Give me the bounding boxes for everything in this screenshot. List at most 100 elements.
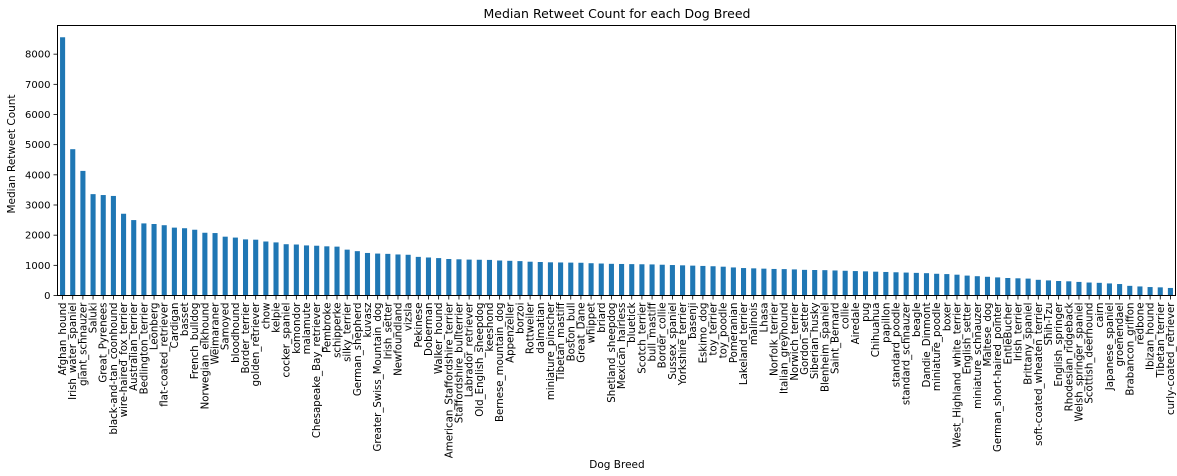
x-tick-label: Saluki — [89, 303, 100, 334]
bar-standard_schnauzer — [903, 272, 909, 296]
bar-silky_terrier — [344, 249, 350, 296]
x-tick-label: Pomeranian — [729, 303, 740, 364]
x-tick-label: Dandie_Dinmont — [922, 303, 933, 388]
y-axis: 0 1000 2000 3000 4000 5000 6000 7000 8000 — [25, 50, 58, 302]
bar-curly-coated_retriever — [1167, 287, 1173, 296]
x-tick-label: Shetland_sheepdog — [607, 303, 618, 403]
x-tick-label: Border_terrier — [241, 302, 252, 374]
x-tick-label: Labrador_retriever — [465, 302, 476, 398]
y-tick-label: 4000 — [25, 170, 50, 181]
x-tick-label: Pekinese — [414, 303, 425, 348]
x-tick-label: basset — [180, 303, 191, 337]
bar-Tibetan_terrier — [1157, 287, 1163, 296]
bar-soft-coated_wheaten_terrier — [1035, 279, 1041, 296]
bar-vizsla — [405, 254, 411, 296]
x-tick-label: Tibetan_terrier — [1156, 302, 1167, 379]
x-tick-label: Irish_water_spaniel — [68, 303, 79, 400]
x-tick-label: Pembroke — [322, 303, 333, 353]
x-tick-label: miniature_schnauzer — [973, 302, 984, 409]
x-tick-label: Rhodesian_ridgeback — [1064, 302, 1075, 411]
bar-Brittany_spaniel — [1025, 278, 1031, 296]
x-tick-label: Walker_hound — [434, 303, 445, 375]
x-tick-label: Scotch_terrier — [637, 302, 648, 374]
bar-Greater_Swiss_Mountain_dog — [375, 253, 381, 296]
x-tick-label: Old_English_sheepdog — [475, 303, 486, 417]
x-tick-label: Japanese_spaniel — [1105, 303, 1116, 392]
x-tick-label: English_springer — [1054, 302, 1065, 387]
y-tick-label: 7000 — [25, 80, 50, 91]
x-tick-label: Great_Dane — [576, 303, 587, 363]
bar-Irish_water_spaniel — [70, 149, 76, 296]
bar-keeshond — [486, 259, 492, 296]
bar-toy_terrier — [710, 266, 716, 296]
x-tick-label: groenendael — [1115, 303, 1126, 367]
bar-Norfolk_terrier — [771, 268, 777, 296]
bar-basenji — [690, 265, 696, 296]
y-tick-label: 1000 — [25, 261, 50, 272]
bar-komondor — [293, 244, 299, 296]
bar-Chihuahua — [873, 271, 879, 296]
x-tick-label: golden_retriever — [251, 302, 262, 387]
chart-title: Median Retweet Count for each Dog Breed — [484, 6, 751, 21]
bar-golden_retriever — [253, 239, 259, 296]
x-tick-label: Border_collie — [658, 303, 669, 369]
bar-Doberman — [425, 257, 432, 296]
x-tick-label: German_short-haired_pointer — [993, 302, 1004, 452]
bar-Siberian_husky — [812, 270, 818, 296]
bar-Border_terrier — [242, 239, 249, 296]
x-tick-label: black-and-tan_coonhound — [109, 303, 120, 435]
bar-bull_mastiff — [649, 264, 655, 296]
bar-Scotch_terrier — [639, 264, 645, 296]
bar-kelpie — [273, 242, 279, 296]
x-tick-label: briard — [597, 303, 608, 333]
bar-West_Highland_white_terrier — [954, 274, 960, 296]
x-tick-label: kuvasz — [363, 303, 374, 338]
bar-German_shepherd — [354, 251, 360, 296]
bar-kuvasz — [364, 252, 371, 296]
x-tick-label: English_setter — [963, 302, 974, 375]
x-tick-label: Italian_greyhound — [780, 303, 791, 395]
bar-dalmatian — [537, 262, 543, 296]
bar-Lhasa — [761, 268, 767, 296]
bar-Yorkshire_terrier — [680, 265, 686, 296]
bar-Irish_terrier — [1015, 278, 1021, 296]
x-tick-label: kelpie — [272, 303, 283, 333]
x-axis-label: Dog Breed — [589, 459, 644, 471]
x-tick-label: Appenzeller — [505, 302, 516, 363]
bar-Italian_greyhound — [781, 269, 787, 296]
x-tick-label: Brittany_spaniel — [1024, 303, 1035, 385]
x-tick-label: dalmatian — [536, 303, 547, 354]
x-tick-label: Maltese_dog — [983, 303, 994, 367]
bar-Rottweiler — [527, 261, 533, 296]
x-tick-label: Gordon_setter — [800, 302, 811, 375]
x-tick-label: cocker_spaniel — [282, 303, 293, 378]
x-tick-label: standard_schnauzer — [902, 302, 913, 405]
x-tick-label: Scottish_deerhound — [1085, 303, 1096, 404]
x-tick-label: Weimaraner — [211, 302, 222, 365]
x-tick-label: chow — [261, 303, 272, 330]
x-tick-label: Sussex_spaniel — [668, 303, 679, 380]
bar-briard — [598, 263, 604, 296]
x-tick-label: Great_Pyrenees — [99, 303, 110, 383]
bar-Appenzeller — [507, 260, 513, 296]
x-tick-label: toy_poodle — [719, 303, 730, 359]
x-tick-label: curly-coated_retriever — [1166, 302, 1177, 415]
bar-Border_collie — [659, 264, 665, 296]
bar-groenendael — [1117, 284, 1123, 296]
bar-boxer — [944, 274, 950, 296]
bar-series — [60, 37, 1173, 296]
bar-miniature_schnauzer — [974, 276, 980, 296]
x-tick-label: Eskimo_dog — [698, 303, 709, 364]
x-tick-label: Norwegian_elkhound — [200, 303, 211, 410]
bar-Labrador_retriever — [466, 259, 472, 296]
x-tick-label: German_shepherd — [353, 303, 364, 397]
x-tick-label: West_Highland_white_terrier — [952, 302, 963, 448]
bar-pug — [862, 271, 869, 296]
bar-Bedlington_terrier — [141, 223, 147, 296]
x-tick-label: Ibizan_hound — [1146, 303, 1157, 371]
x-tick-label: standard_poodle — [892, 303, 903, 388]
x-tick-label: Staffordshire_bullterrier — [454, 302, 465, 423]
y-tick-label: 8000 — [25, 50, 50, 61]
bar-Australian_terrier — [131, 220, 137, 296]
x-tick-label: cairn — [1095, 303, 1106, 328]
